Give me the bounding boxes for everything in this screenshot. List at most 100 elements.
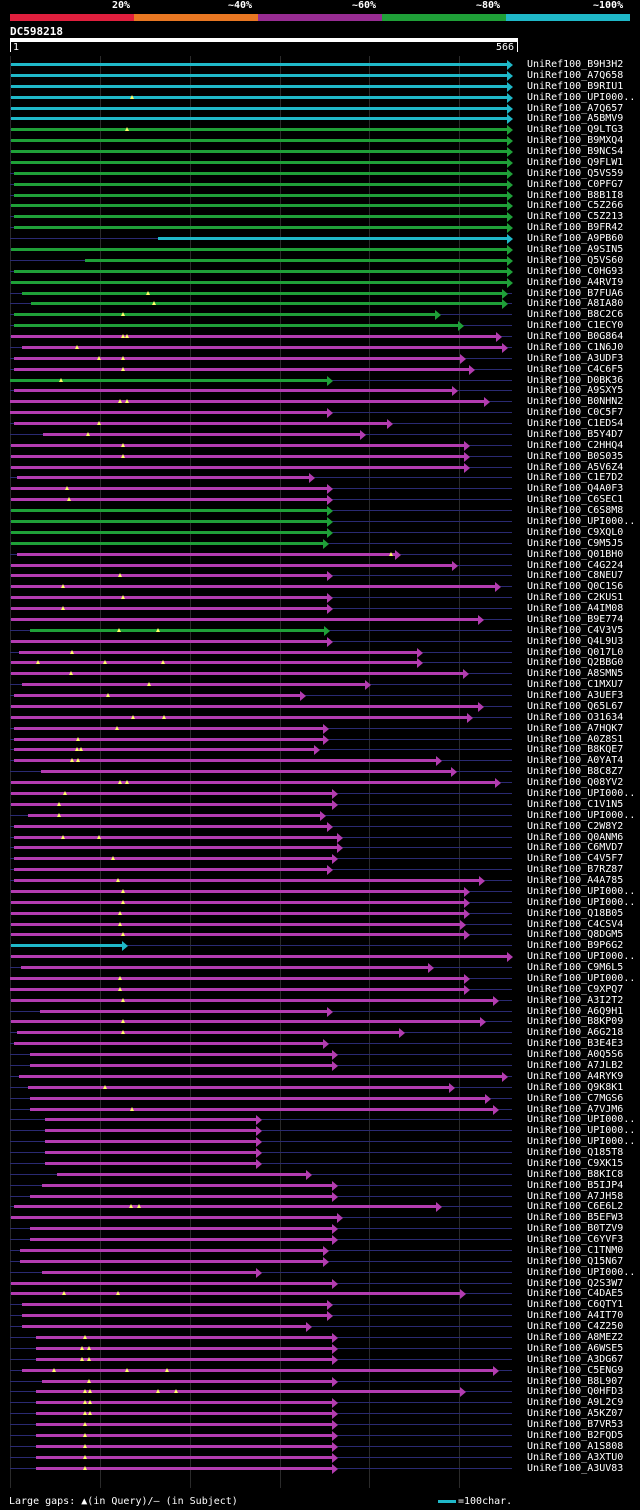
hit-name-link[interactable]: UniRef100_A9L2C9 <box>527 1397 624 1409</box>
hit-row[interactable]: UniRef100_B9H3H2 <box>0 59 640 70</box>
hit-name-link[interactable]: UniRef100_B9FR42 <box>527 222 624 234</box>
hit-name-link[interactable]: UniRef100_A3UDF3 <box>527 352 624 364</box>
hit-row[interactable]: UniRef100_Q65L67 <box>0 701 640 712</box>
hit-bar[interactable] <box>10 607 328 610</box>
hit-bar[interactable] <box>44 1161 257 1165</box>
hit-name-link[interactable]: UniRef100_A7Q657 <box>527 102 624 114</box>
hit-row[interactable]: UniRef100_B8KIC8 <box>0 1169 640 1180</box>
hit-name-link[interactable]: UniRef100_Q0C1S6 <box>527 581 624 593</box>
hit-bar[interactable] <box>13 726 324 730</box>
hit-row[interactable]: UniRef100_UPI000.. <box>0 973 640 984</box>
hit-name-link[interactable]: UniRef100_Q017L0 <box>527 646 624 658</box>
hit-bar[interactable] <box>10 117 508 121</box>
hit-row[interactable]: UniRef100_UPI000.. <box>0 810 640 821</box>
hit-name-link[interactable]: UniRef100_O31634 <box>527 711 624 723</box>
hit-name-link[interactable]: UniRef100_Q9LTG3 <box>527 124 624 136</box>
hit-row[interactable]: UniRef100_Q0HFD3 <box>0 1386 640 1398</box>
hit-name-link[interactable]: UniRef100_C0HG93 <box>527 265 624 277</box>
hit-row[interactable]: UniRef100_A3UV83 <box>0 1463 640 1474</box>
hit-name-link[interactable]: UniRef100_C6QTY1 <box>527 1299 624 1311</box>
hit-row[interactable]: UniRef100_B7VR53 <box>0 1419 640 1430</box>
hit-bar[interactable] <box>10 411 328 415</box>
hit-row[interactable]: UniRef100_A7HQK7 <box>0 723 640 734</box>
hit-name-link[interactable]: UniRef100_A5V6Z4 <box>527 461 624 473</box>
hit-row[interactable]: UniRef100_C5Z213 <box>0 211 640 223</box>
hit-row[interactable]: UniRef100_C5Z266 <box>0 200 640 212</box>
hit-bar[interactable] <box>13 215 508 219</box>
hit-row[interactable]: UniRef100_C9XQL0 <box>0 527 640 538</box>
hit-bar[interactable] <box>10 987 466 991</box>
hit-name-link[interactable]: UniRef100_B5Y4D7 <box>527 428 624 440</box>
hit-row[interactable]: UniRef100_UPI000.. <box>0 1136 640 1148</box>
hit-bar[interactable] <box>35 1444 334 1448</box>
hit-name-link[interactable]: UniRef100_UPI000.. <box>527 516 636 527</box>
hit-name-link[interactable]: UniRef100_UPI000.. <box>527 1266 636 1278</box>
hit-bar[interactable] <box>17 476 311 480</box>
hit-name-link[interactable]: UniRef100_B8L907 <box>527 1375 624 1387</box>
hit-bar[interactable] <box>10 933 466 937</box>
hit-bar[interactable] <box>10 585 496 589</box>
hit-row[interactable]: UniRef100_Q18B05 <box>0 908 640 919</box>
hit-bar[interactable] <box>13 389 453 393</box>
hit-name-link[interactable]: UniRef100_B8KIC8 <box>527 1168 624 1180</box>
hit-bar[interactable] <box>10 617 479 621</box>
hit-bar[interactable] <box>10 998 494 1002</box>
hit-bar[interactable] <box>10 248 508 251</box>
hit-row[interactable]: UniRef100_C9XK15 <box>0 1158 640 1169</box>
hit-row[interactable]: UniRef100_UPI000.. <box>0 886 640 897</box>
hit-name-link[interactable]: UniRef100_B9NCS4 <box>527 146 624 157</box>
hit-name-link[interactable]: UniRef100_A4IT70 <box>527 1310 624 1322</box>
hit-row[interactable]: UniRef100_C6SEC1 <box>0 494 640 506</box>
hit-bar[interactable] <box>13 694 302 697</box>
hit-bar[interactable] <box>40 1009 328 1013</box>
hit-name-link[interactable]: UniRef100_Q8DGM5 <box>527 929 624 941</box>
hit-row[interactable]: UniRef100_Q08YV2 <box>0 777 640 789</box>
hit-row[interactable]: UniRef100_B9E774 <box>0 614 640 625</box>
hit-name-link[interactable]: UniRef100_C1ECY0 <box>527 320 624 332</box>
hit-name-link[interactable]: UniRef100_Q5VS59 <box>527 167 624 179</box>
hit-bar[interactable] <box>13 835 338 839</box>
hit-row[interactable]: UniRef100_UPI000.. <box>0 788 640 799</box>
hit-bar[interactable] <box>10 84 508 88</box>
hit-row[interactable]: UniRef100_A8IA80 <box>0 298 640 310</box>
hit-row[interactable]: UniRef100_A6G218 <box>0 1027 640 1039</box>
hit-row[interactable]: UniRef100_Q9FLW1 <box>0 157 640 168</box>
hit-row[interactable]: UniRef100_A7Q657 <box>0 103 640 114</box>
hit-row[interactable]: UniRef100_C0C5F7 <box>0 407 640 419</box>
hit-name-link[interactable]: UniRef100_C1TNM0 <box>527 1244 624 1256</box>
hit-row[interactable]: UniRef100_Q9LTG3 <box>0 124 640 136</box>
hit-bar[interactable] <box>18 650 418 654</box>
hit-row[interactable]: UniRef100_C4Z250 <box>0 1321 640 1333</box>
hit-bar[interactable] <box>13 226 508 230</box>
hit-name-link[interactable]: UniRef100_C6MVD7 <box>527 842 624 854</box>
hit-row[interactable]: UniRef100_C2HHQ4 <box>0 440 640 451</box>
hit-bar[interactable] <box>13 759 437 763</box>
hit-bar[interactable] <box>22 1303 328 1307</box>
hit-row[interactable]: UniRef100_C4G224 <box>0 560 640 571</box>
hit-bar[interactable] <box>17 1031 400 1035</box>
hit-bar[interactable] <box>30 1194 334 1198</box>
hit-name-link[interactable]: UniRef100_Q15N67 <box>527 1255 624 1267</box>
hit-row[interactable]: UniRef100_C6MVD7 <box>0 842 640 854</box>
hit-bar[interactable] <box>10 639 328 643</box>
hit-row[interactable]: UniRef100_B0TZV9 <box>0 1223 640 1235</box>
hit-row[interactable]: UniRef100_C4CSV4 <box>0 919 640 930</box>
hit-name-link[interactable]: UniRef100_B9RIU1 <box>527 80 624 92</box>
hit-row[interactable]: UniRef100_A7JLB2 <box>0 1060 640 1071</box>
hit-bar[interactable] <box>10 596 328 600</box>
hit-row[interactable]: UniRef100_B3E4E3 <box>0 1038 640 1050</box>
hit-row[interactable]: UniRef100_A6WSE5 <box>0 1343 640 1354</box>
hit-name-link[interactable]: UniRef100_A1S808 <box>527 1440 624 1452</box>
hit-name-link[interactable]: UniRef100_UPI000.. <box>527 1125 636 1137</box>
hit-name-link[interactable]: UniRef100_A0Z8S1 <box>527 733 624 745</box>
hit-row[interactable]: UniRef100_A6Q9H1 <box>0 1006 640 1017</box>
hit-name-link[interactable]: UniRef100_UPI000.. <box>527 809 636 821</box>
hit-bar[interactable] <box>10 792 334 795</box>
hit-row[interactable]: UniRef100_A4IT70 <box>0 1310 640 1322</box>
hit-row[interactable]: UniRef100_A3DG67 <box>0 1354 640 1365</box>
hit-row[interactable]: UniRef100_A3UDF3 <box>0 353 640 364</box>
hit-bar[interactable] <box>13 182 508 186</box>
hit-bar[interactable] <box>10 509 328 513</box>
hit-row[interactable]: UniRef100_Q01BH0 <box>0 549 640 560</box>
hit-bar[interactable] <box>22 683 367 687</box>
